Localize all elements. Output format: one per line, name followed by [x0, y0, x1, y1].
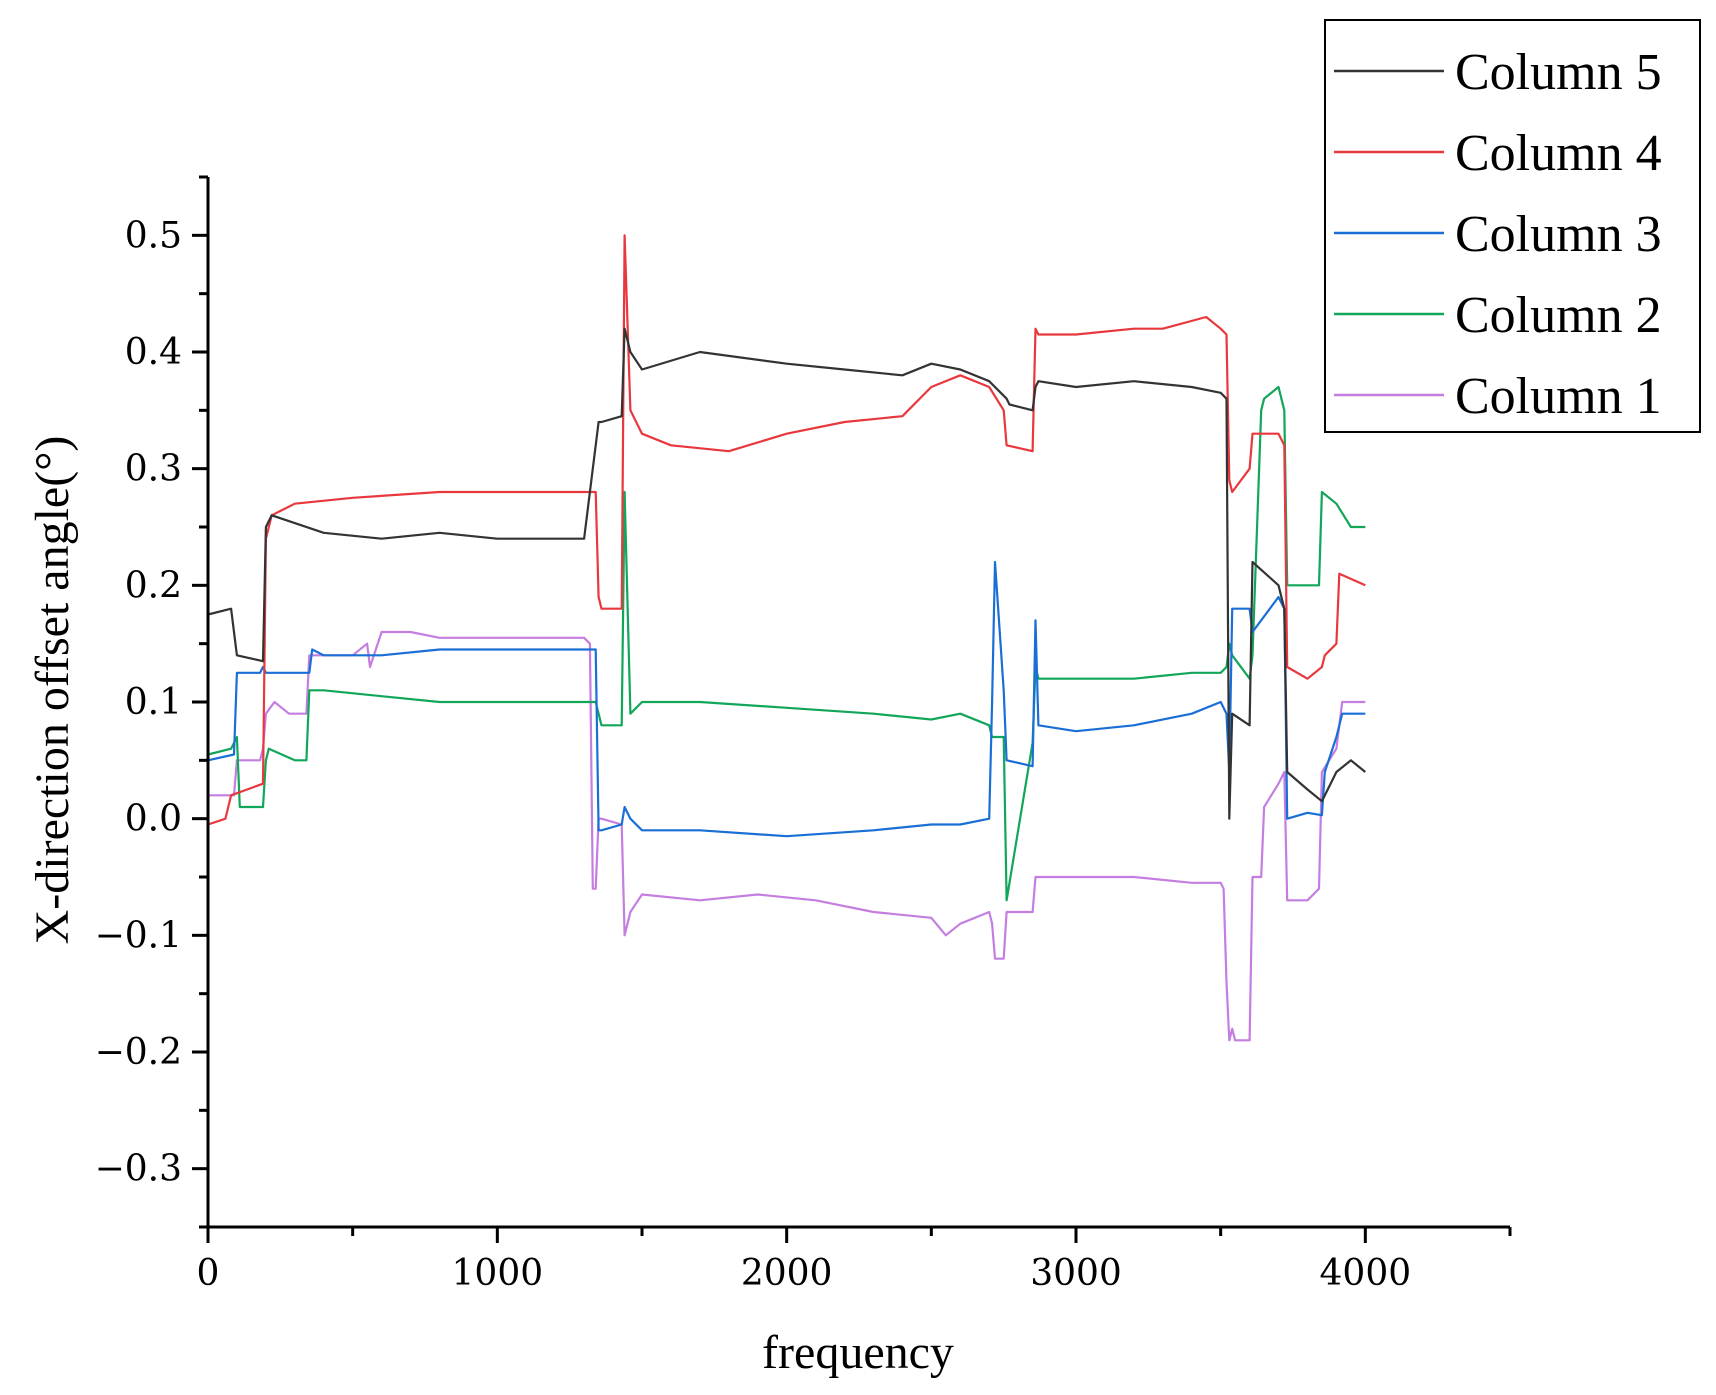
- x-tick-label: 1000: [452, 1253, 544, 1294]
- legend: Column 5 Column 4 Column 3 Column 2 Column 1: [1324, 19, 1701, 433]
- legend-label-4: Column 2: [1455, 287, 1662, 344]
- y-axis-title: X-direction offset angle(°): [26, 436, 79, 945]
- y-tick-label: −0.2: [95, 1032, 182, 1073]
- y-tick-label: −0.1: [95, 915, 182, 956]
- axes: 0 1000 2000 3000 4000 −0.3 −0.2 −0.1 0.0 0.1 0.2 0.…: [95, 175, 1512, 1294]
- series-line-1: [207, 327, 1366, 820]
- y-tick-label: 0.1: [125, 682, 182, 723]
- y-tick-label: −0.3: [95, 1149, 182, 1190]
- series-line-4: [207, 385, 1366, 902]
- y-tick-label: 0.5: [125, 215, 182, 256]
- legend-items: Column 5 Column 4 Column 3 Column 2 Column 1: [1334, 44, 1662, 425]
- series-line-2: [207, 234, 1366, 826]
- legend-label-2: Column 4: [1455, 125, 1662, 182]
- x-tick-label: 3000: [1030, 1253, 1122, 1294]
- x-tick-label: 4000: [1320, 1253, 1412, 1294]
- y-tick-label: 0.4: [125, 332, 182, 373]
- plot-lines: [207, 234, 1366, 1042]
- series-line-3: [207, 560, 1366, 838]
- legend-label-1: Column 5: [1455, 44, 1662, 101]
- legend-box: [1324, 19, 1701, 433]
- x-axis-title: frequency: [762, 1326, 954, 1379]
- y-tick-label: 0.2: [125, 565, 182, 606]
- x-tick-label: 0: [197, 1253, 220, 1294]
- series-line-5: [208, 630, 1366, 1042]
- y-tick-label: 0.3: [125, 449, 182, 490]
- legend-label-3: Column 3: [1455, 206, 1662, 263]
- y-tick-label: 0.0: [125, 799, 182, 840]
- x-tick-label: 2000: [741, 1253, 833, 1294]
- legend-label-5: Column 1: [1455, 368, 1662, 425]
